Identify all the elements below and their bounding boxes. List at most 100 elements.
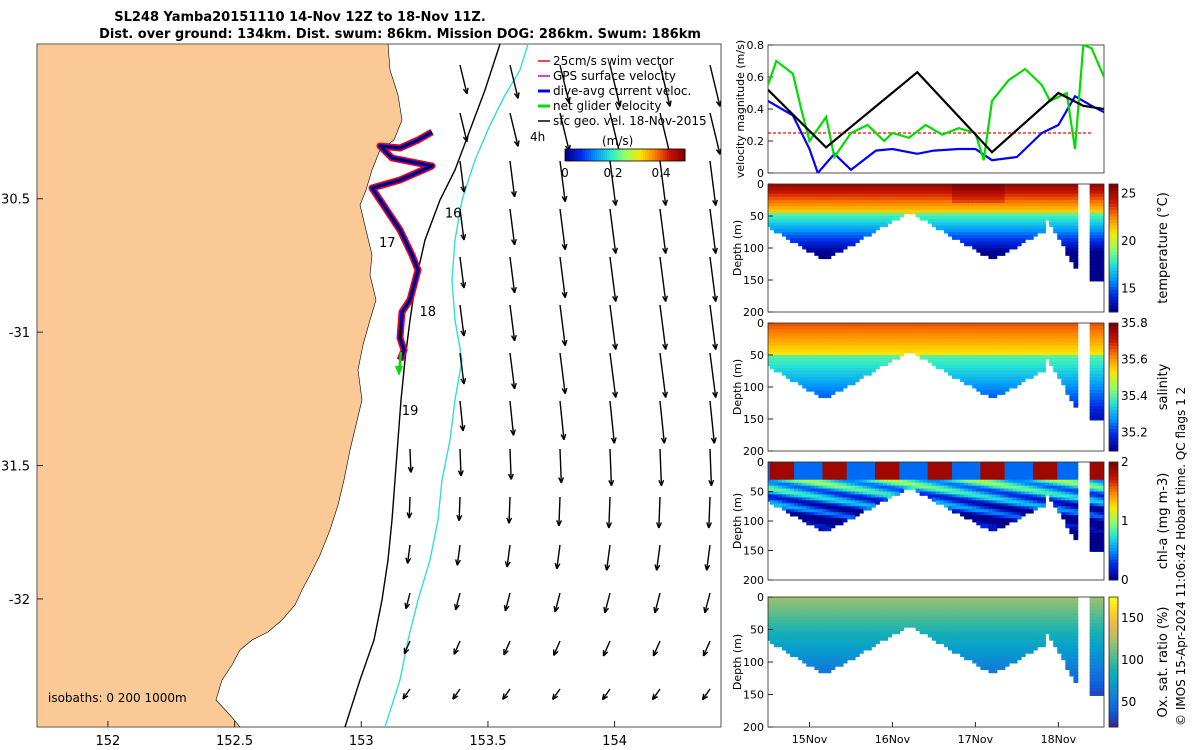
heatmap-cell	[818, 523, 824, 529]
heatmap-cell	[1097, 406, 1103, 411]
heatmap-cell	[838, 473, 844, 479]
heatmap-cell	[1032, 485, 1038, 490]
heatmap-cell	[1016, 491, 1022, 496]
heatmap-cell	[786, 597, 791, 602]
heatmap-cell	[1016, 196, 1022, 202]
colorbar-cell	[657, 149, 660, 161]
heatmap-cell	[826, 479, 832, 485]
heatmap-cell	[1012, 184, 1018, 189]
heatmap-cell	[976, 196, 982, 202]
heatmap-cell	[996, 206, 1002, 212]
heatmap-cell	[1097, 473, 1103, 479]
heatmap-cell	[972, 200, 978, 205]
heatmap-cell	[976, 497, 982, 502]
heatmap-cell	[960, 342, 965, 347]
heatmap-cell	[830, 383, 836, 389]
heatmap-cell	[931, 342, 937, 347]
heatmap-cell	[931, 323, 937, 328]
heatmap-cell	[952, 488, 957, 493]
speed-colorbar: (m/s) 4h 0 0.2 0.4	[530, 130, 686, 180]
heatmap-cell	[1008, 506, 1014, 511]
heatmap-cell	[781, 225, 787, 231]
velocity-arrow	[459, 400, 464, 431]
heatmap-cell	[1093, 203, 1099, 208]
heatmap-cell	[1032, 482, 1038, 487]
heatmap-cell	[842, 235, 848, 240]
heatmap-cell	[1032, 491, 1038, 496]
heatmap-cell	[968, 509, 974, 514]
heatmap-cell	[988, 222, 994, 228]
heatmap-cell	[879, 462, 884, 467]
panel-colorbar-cell	[1109, 273, 1118, 278]
panel-colorbar-cell	[1109, 374, 1118, 378]
heatmap-cell	[806, 500, 812, 505]
heatmap-cell	[1101, 203, 1104, 208]
heatmap-cell	[911, 332, 917, 338]
heatmap-cell	[798, 503, 803, 508]
heatmap-cell	[1089, 541, 1095, 546]
heatmap-cell	[777, 190, 783, 196]
heatmap-cell	[838, 345, 844, 351]
heatmap-cell	[810, 323, 816, 328]
heatmap-cell	[1000, 248, 1006, 253]
heatmap-cell	[943, 503, 949, 508]
heatmap-cell	[992, 187, 998, 192]
heatmap-cell	[818, 228, 824, 234]
heatmap-cell	[818, 241, 824, 247]
heatmap-cell	[814, 235, 820, 240]
heatmap-cell	[867, 358, 872, 363]
heatmap-cell	[777, 629, 783, 635]
heatmap-cell	[834, 184, 840, 189]
heatmap-cell	[980, 377, 986, 383]
heatmap-cell	[911, 482, 917, 487]
heatmap-cell	[830, 238, 836, 244]
heatmap-cell	[1073, 518, 1079, 523]
heatmap-cell	[871, 206, 876, 212]
heatmap-cell	[790, 606, 795, 612]
heatmap-cell	[1101, 464, 1104, 470]
heatmap-cell	[1045, 348, 1050, 354]
heatmap-cell	[822, 464, 828, 470]
heatmap-cell	[980, 470, 986, 476]
colorbar-cell	[623, 149, 626, 161]
heatmap-cell	[1069, 222, 1075, 228]
heatmap-cell	[834, 383, 840, 389]
heatmap-cell	[1028, 491, 1034, 496]
heatmap-cells	[768, 597, 1104, 696]
heatmap-cell	[1073, 241, 1079, 247]
heatmap-cell	[1097, 523, 1103, 529]
heatmap-cell	[1032, 503, 1038, 508]
heatmap-cell	[773, 326, 779, 331]
heatmap-cell	[935, 196, 941, 202]
panel-colorbar-cell	[1109, 479, 1118, 484]
heatmap-cell	[769, 358, 775, 363]
heatmap-cell	[1101, 374, 1104, 379]
heatmap-cell	[786, 473, 791, 479]
heatmap-cell	[781, 500, 787, 505]
heatmap-cell	[996, 355, 1002, 360]
heatmap-cell	[1061, 509, 1067, 514]
heatmap-cell	[830, 342, 836, 347]
heatmap-cell	[794, 488, 799, 493]
heatmap-cell	[786, 629, 791, 635]
heatmap-cell	[1093, 329, 1099, 335]
velocity-arrow	[509, 208, 516, 245]
heatmap-cell	[1032, 500, 1038, 505]
heatmap-cell	[834, 329, 840, 335]
heatmap-cell	[984, 367, 990, 373]
heatmap-cell	[1073, 488, 1079, 493]
heatmap-y-tick-label: 100	[743, 242, 764, 255]
heatmap-cell	[850, 485, 856, 490]
panel-colorbar-tick-label: 2	[1121, 455, 1129, 469]
heatmap-cell	[1057, 476, 1063, 482]
heatmap-cell	[960, 371, 965, 376]
heatmap-cell	[806, 216, 812, 221]
heatmap-cell	[802, 200, 808, 205]
heatmap-cell	[1073, 264, 1079, 269]
heatmap-cell	[830, 332, 836, 338]
heatmap-cell	[1089, 512, 1095, 517]
heatmap-cell	[802, 626, 808, 631]
heatmap-cell	[899, 339, 905, 344]
heatmap-cell	[923, 351, 929, 357]
heatmap-cell	[822, 377, 828, 383]
